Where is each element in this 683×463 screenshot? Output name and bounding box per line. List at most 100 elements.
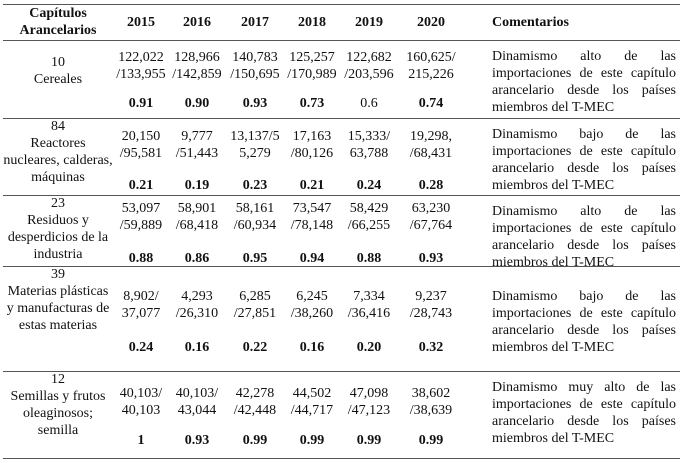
import-ratio: 20,150 /95,581	[119, 129, 163, 161]
divider	[3, 118, 680, 119]
import-ratio: 6,285 /27,851	[233, 289, 277, 321]
import-ratio: 40,103/ 40,103	[119, 386, 163, 418]
import-ratio: 58,161 /60,934	[233, 201, 277, 233]
import-ratio: 63,230 /67,764	[409, 201, 453, 233]
import-ratio: 58,901 /68,418	[175, 201, 219, 233]
divider	[3, 371, 680, 372]
chapter-name: Materias plásticas y manufacturas de est…	[6, 284, 110, 333]
import-ratio: 40,103/ 43,044	[175, 386, 219, 418]
table-row: 84 Reactores nucleares, calderas, máquin…	[0, 118, 683, 196]
import-ratio: 17,163 /80,126	[290, 129, 334, 161]
chapter-cell: 12 Semillas y frutos oleaginosos; semill…	[3, 371, 113, 439]
chapter-code: 23	[51, 196, 65, 211]
year-cell: 7,334 /36,416 0.20	[338, 266, 400, 371]
import-ratio: 122,682 /203,596	[344, 50, 394, 82]
dynamism-index: 0.99	[242, 433, 268, 448]
year-cell: 122,022 /133,955 0.91	[110, 40, 172, 118]
dynamism-index: 0.74	[418, 96, 444, 111]
import-ratio: 140,783 /150,695	[230, 50, 280, 82]
chapter-cell: 23 Residuos y desperdicios de la industr…	[3, 195, 113, 263]
dynamism-index: 0.73	[299, 96, 325, 111]
import-ratio: 9,237 /28,743	[409, 289, 453, 321]
comment-cell: Dinamismo bajo de las importaciones de e…	[492, 289, 676, 355]
table-row: 10 Cereales 122,022 /133,955 0.91 128,96…	[0, 40, 683, 119]
year-cell: 20,150 /95,581 0.21	[110, 118, 172, 195]
import-ratio: 44,502 /44,717	[290, 386, 334, 418]
dynamism-index: 0.6	[360, 96, 378, 111]
dynamism-index: 0.94	[299, 251, 325, 266]
year-cell: 9,237 /28,743 0.32	[400, 266, 462, 371]
dynamism-index: 0.93	[184, 433, 210, 448]
year-cell: 160,625/ 215,226 0.74	[400, 40, 462, 118]
dynamism-index: 0.16	[299, 340, 325, 355]
chapter-name: Semillas y frutos oleaginosos; semilla	[10, 389, 106, 438]
dynamism-index: 0.90	[184, 96, 210, 111]
year-cell: 9,777 /51,443 0.19	[166, 118, 228, 195]
import-ratio: 125,257 /170,989	[287, 50, 337, 82]
year-cell: 53,097 /59,889 0.88	[110, 195, 172, 266]
chapter-code: 12	[51, 372, 65, 387]
comment-cell: Dinamismo muy alto de las importaciones …	[492, 380, 676, 446]
year-cell: 6,245 /38,260 0.16	[281, 266, 343, 371]
table-row: 12 Semillas y frutos oleaginosos; semill…	[0, 371, 683, 459]
import-ratio: 58,429 /66,255	[347, 201, 391, 233]
import-ratio: 13,137/5 5,279	[230, 129, 280, 161]
chapter-cell: 10 Cereales	[3, 54, 113, 88]
dynamism-index: 0.88	[356, 251, 382, 266]
import-ratio: 160,625/ 215,226	[406, 50, 456, 82]
import-ratio: 128,966 /142,859	[172, 50, 222, 82]
header-comments: Comentarios	[492, 14, 569, 30]
dynamism-index: 1	[137, 433, 145, 448]
dynamism-index: 0.21	[128, 178, 154, 193]
import-ratio: 38,602 /38,639	[409, 386, 453, 418]
dynamism-index: 0.88	[128, 251, 154, 266]
dynamism-index: 0.32	[418, 340, 444, 355]
divider	[3, 4, 680, 5]
year-cell: 6,285 /27,851 0.22	[224, 266, 286, 371]
import-ratio: 53,097 /59,889	[119, 201, 163, 233]
year-cell: 73,547 /78,148 0.94	[281, 195, 343, 266]
header-year: 2016	[183, 14, 211, 30]
comment-cell: Dinamismo alto de las importaciones de e…	[492, 49, 676, 115]
import-ratio: 7,334 /36,416	[347, 289, 391, 321]
header-year: 2018	[298, 14, 326, 30]
dynamism-index: 0.19	[184, 178, 210, 193]
chapter-cell: 39 Materias plásticas y manufacturas de …	[3, 266, 113, 334]
dynamism-index: 0.20	[356, 340, 382, 355]
import-ratio: 4,293 /26,310	[175, 289, 219, 321]
import-ratio: 6,245 /38,260	[290, 289, 334, 321]
divider	[3, 195, 680, 196]
dynamism-index: 0.28	[418, 178, 444, 193]
import-ratio: 42,278 /42,448	[233, 386, 277, 418]
year-cell: 4,293 /26,310 0.16	[166, 266, 228, 371]
comment-cell: Dinamismo bajo de las importaciones de e…	[492, 127, 676, 193]
dynamism-index: 0.22	[242, 340, 268, 355]
chapter-name: Reactores nucleares, calderas, máquinas	[3, 136, 113, 185]
chapter-cell: 84 Reactores nucleares, calderas, máquin…	[3, 118, 113, 186]
chapter-code: 10	[51, 55, 65, 70]
dynamism-index: 0.16	[184, 340, 210, 355]
year-cell: 40,103/ 40,103 1	[110, 371, 172, 458]
year-cell: 44,502 /44,717 0.99	[281, 371, 343, 458]
import-ratio: 47,098 /47,123	[347, 386, 391, 418]
table-row: 39 Materias plásticas y manufacturas de …	[0, 266, 683, 372]
import-ratio: 15,333/ 63,788	[347, 129, 391, 161]
year-cell: 38,602 /38,639 0.99	[400, 371, 462, 458]
comment-cell: Dinamismo alto de las importaciones de e…	[492, 204, 676, 270]
year-cell: 8,902/ 37,077 0.24	[110, 266, 172, 371]
dynamism-index: 0.91	[128, 96, 154, 111]
year-cell: 17,163 /80,126 0.21	[281, 118, 343, 195]
dynamism-index: 0.99	[299, 433, 325, 448]
year-cell: 122,682 /203,596 0.6	[338, 40, 400, 118]
dynamism-index: 0.86	[184, 251, 210, 266]
year-cell: 140,783 /150,695 0.93	[224, 40, 286, 118]
chapter-code: 84	[51, 119, 65, 134]
import-ratio: 8,902/ 37,077	[121, 289, 161, 321]
import-ratio: 122,022 /133,955	[116, 50, 166, 82]
year-cell: 47,098 /47,123 0.99	[338, 371, 400, 458]
divider	[3, 458, 680, 459]
year-cell: 63,230 /67,764 0.93	[400, 195, 462, 266]
import-ratio: 73,547 /78,148	[290, 201, 334, 233]
header-year: 2017	[241, 14, 269, 30]
header-chapter: Capítulos Arancelarios	[19, 6, 97, 38]
